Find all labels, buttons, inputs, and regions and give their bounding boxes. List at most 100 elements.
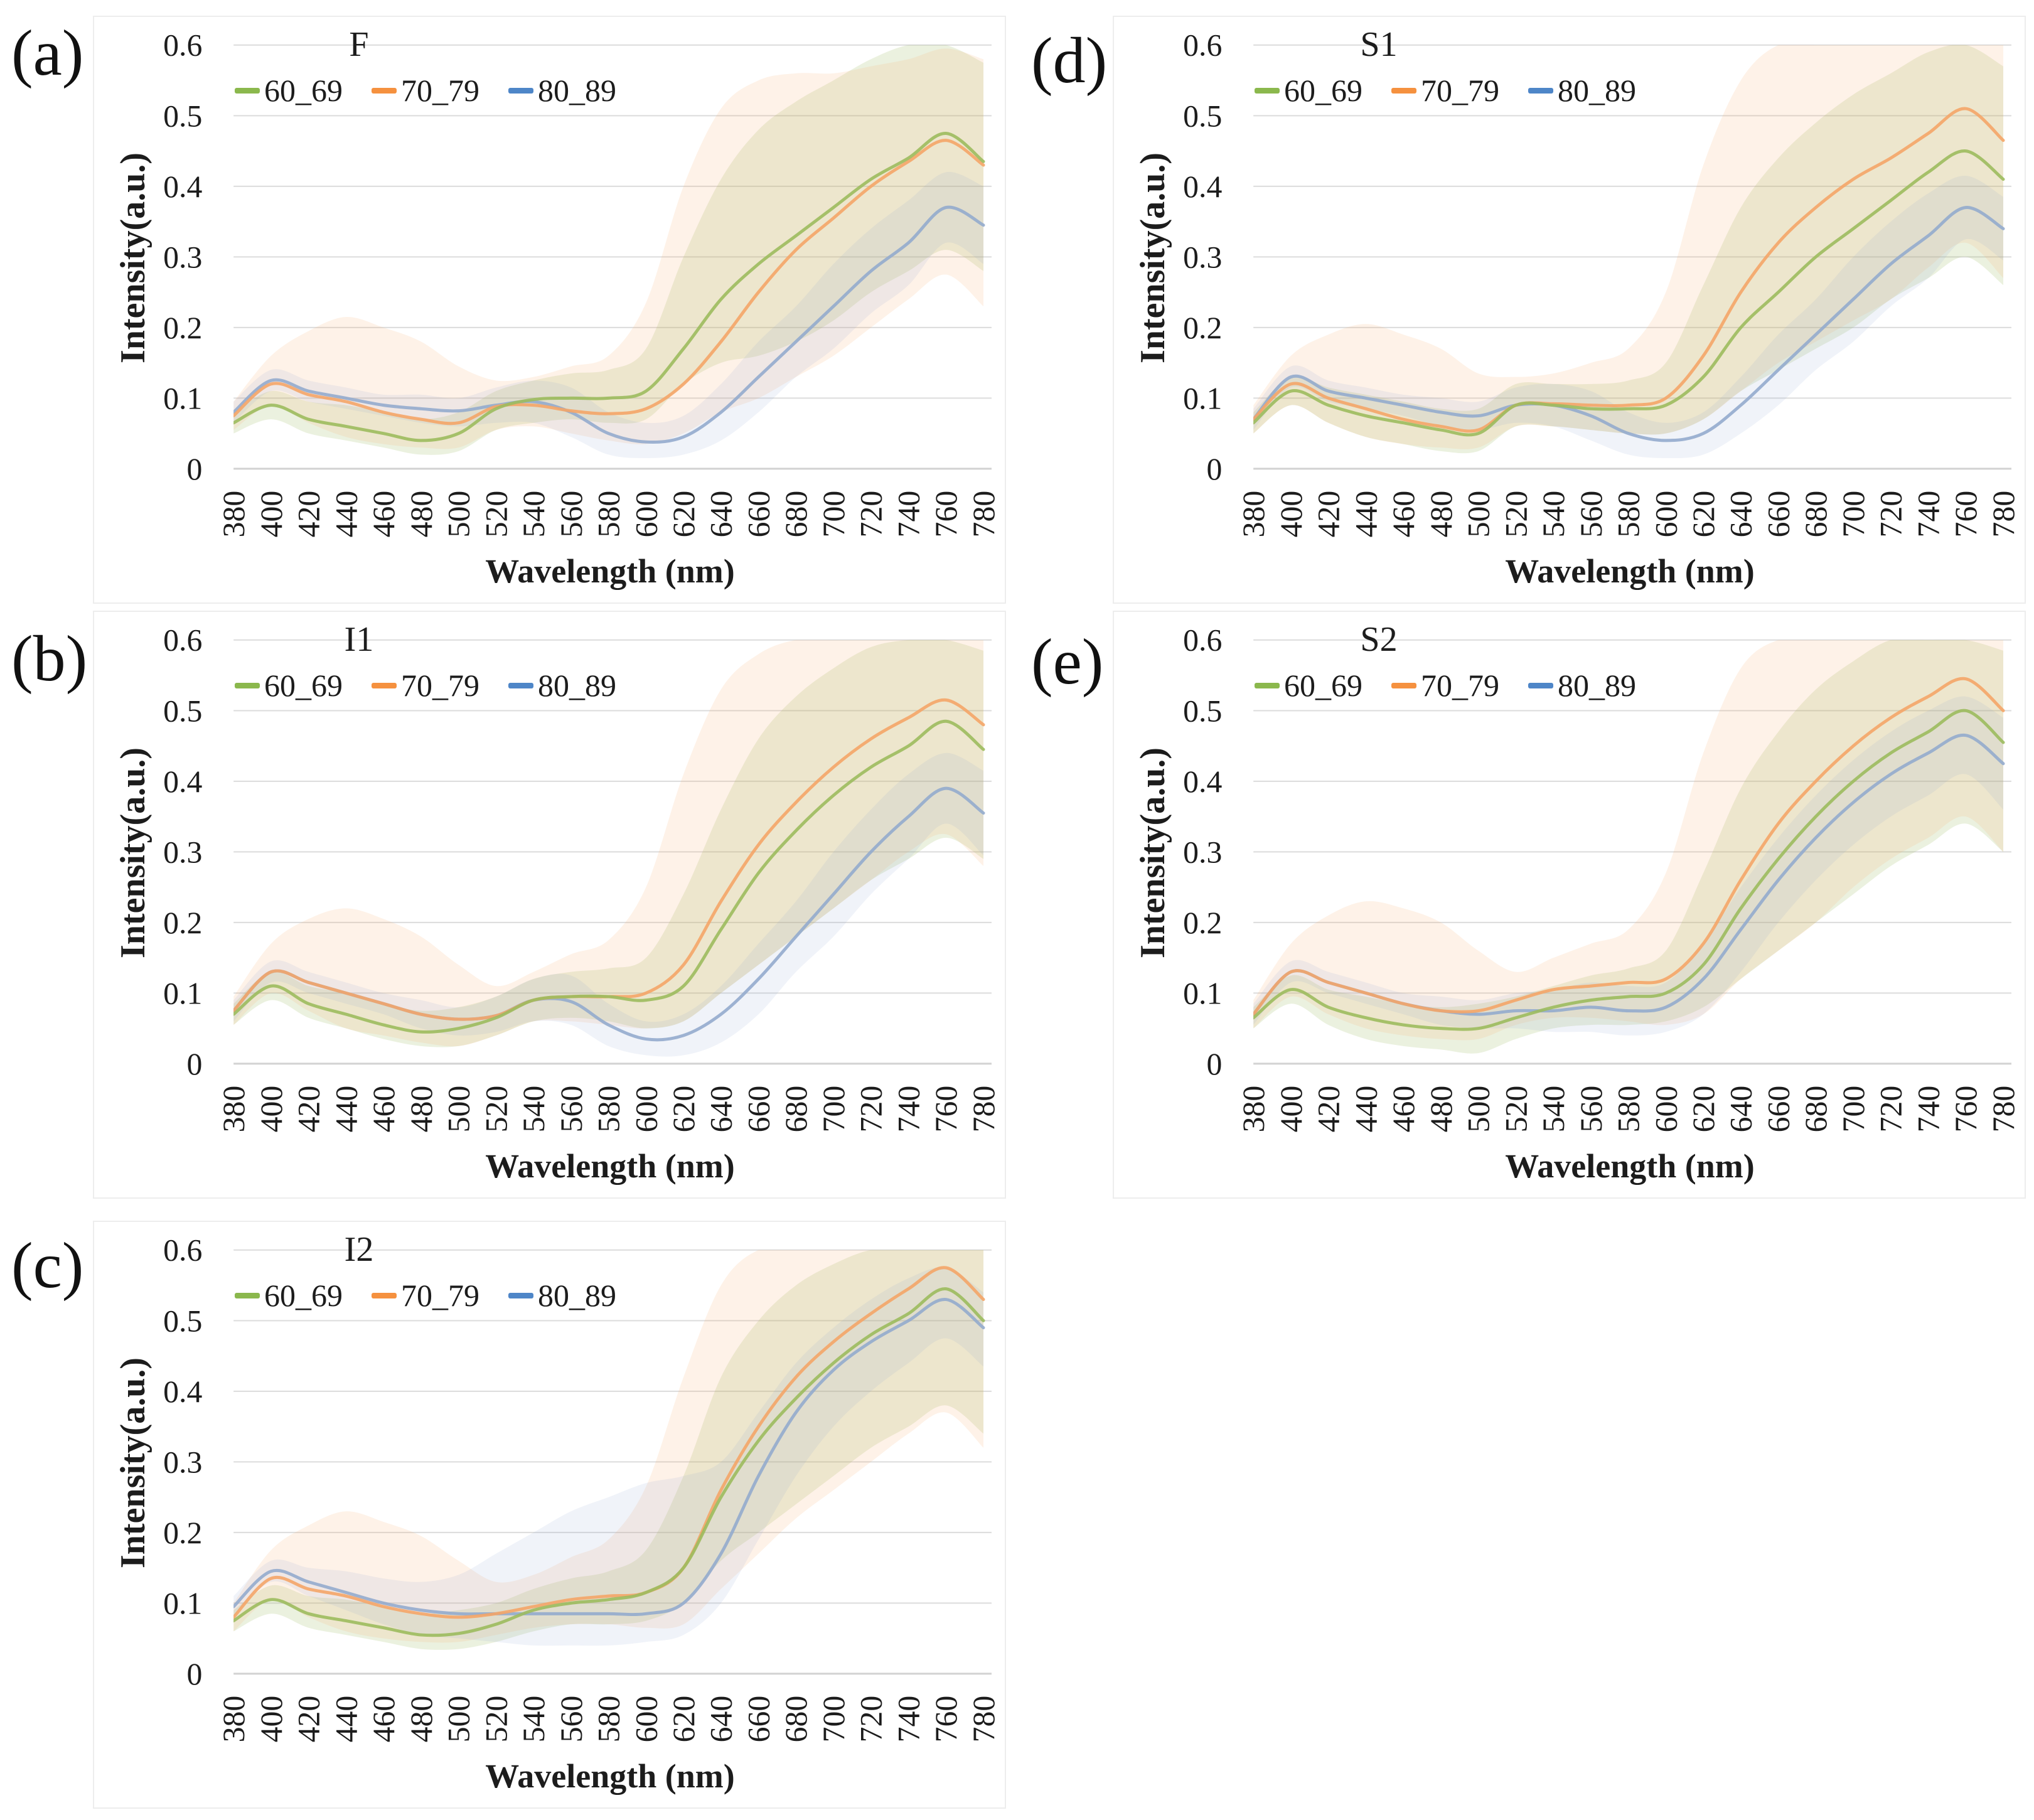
confidence-band-80_89 [233,1267,984,1646]
y-tick-label: 0.6 [1183,623,1222,658]
y-tick-label: 0.1 [163,381,202,415]
series-swatch-orange [1391,682,1416,688]
x-tick-label: 660 [1761,1086,1796,1133]
x-tick-label: 560 [1574,491,1608,538]
y-axis-title: Intensity(a.u.) [1133,747,1172,959]
legend-entry: 80_89 [1528,667,1636,704]
series-swatch-blue [508,682,533,688]
y-tick-label: 0.5 [163,1303,202,1338]
legend: 60_69 70_79 80_89 [235,1277,616,1314]
confidence-band-70_79 [233,1250,984,1643]
y-tick-label: 0.2 [1183,311,1222,345]
x-tick-label: 460 [367,1086,401,1133]
chart-panel-i2: 0 0.1 0.2 0.3 0.4 0.5 0.6 380 400 420 440 460 480 500… [93,1221,1006,1809]
series-line-70_79 [233,139,985,426]
x-tick-label: 760 [929,1086,963,1133]
x-tick-label: 620 [666,491,701,538]
y-tick-label: 0.3 [163,835,202,869]
series-line-80_89 [233,205,985,444]
x-tick-label: 540 [517,1086,551,1133]
x-axis-title: Wavelength (nm) [485,1147,735,1185]
x-tick-label: 680 [779,1696,813,1743]
confidence-band-60_69 [1253,640,2004,1054]
x-tick-label: 420 [292,1086,326,1133]
x-tick-label: 740 [891,491,926,538]
chart-panel-i1: 0 0.1 0.2 0.3 0.4 0.5 0.6 380 400 420 440 460 480 500… [93,611,1006,1199]
x-tick-label: 580 [1612,491,1646,538]
x-tick-label: 520 [479,1086,513,1133]
legend-label: 80_89 [1558,73,1636,108]
series-swatch-orange [372,682,397,688]
x-tick-label: 500 [442,1086,476,1133]
x-tick-label: 520 [1499,491,1533,538]
x-tick-label: 400 [254,1086,289,1133]
panel-label-d: (d) [1031,24,1108,97]
x-tick-label: 380 [1236,1086,1271,1133]
legend-entry: 60_69 [235,1277,343,1314]
x-tick-label: 720 [854,1086,889,1133]
y-tick-label: 0.5 [163,99,202,133]
x-tick-label: 440 [329,491,363,538]
series-swatch-blue [508,1292,533,1298]
series-swatch-blue [508,87,533,94]
x-tick-label: 460 [1386,491,1421,538]
x-tick-label: 640 [704,491,739,538]
x-tick-label: 700 [816,491,851,538]
legend-entry: 70_79 [1391,667,1499,704]
x-tick-label: 740 [891,1086,926,1133]
plot-area-svg: 0 0.1 0.2 0.3 0.4 0.5 0.6 380 400 420 440 460 480 500… [163,1233,1001,1743]
x-tick-label: 480 [1424,491,1459,538]
series-swatch-orange [372,87,397,94]
y-tick-label: 0 [1206,452,1222,486]
x-tick-label: 560 [554,1696,589,1743]
x-tick-label: 720 [854,491,889,538]
y-tick-label: 0.6 [163,28,202,63]
plot-area-svg: 0 0.1 0.2 0.3 0.4 0.5 0.6 380 400 420 440 460 480 500… [1183,623,2021,1133]
x-axis-title: Wavelength (nm) [485,1757,735,1795]
x-tick-label: 740 [891,1696,926,1743]
panel-label-a: (a) [11,17,84,89]
x-tick-label: 420 [292,491,326,538]
chart-panel-s1: 0 0.1 0.2 0.3 0.4 0.5 0.6 380 400 420 440 460 480 500… [1113,16,2026,604]
y-tick-label: 0.1 [1183,976,1222,1010]
x-tick-label: 660 [1761,491,1796,538]
x-tick-label: 680 [779,491,813,538]
legend-label: 70_79 [1421,668,1499,703]
x-tick-label: 380 [217,1696,251,1743]
plot-area-svg: 0 0.1 0.2 0.3 0.4 0.5 0.6 380 400 420 440 460 480 500… [1183,28,2021,538]
legend-entry: 70_79 [372,72,479,109]
y-axis-title: Intensity(a.u.) [114,1357,153,1569]
x-tick-label: 580 [592,491,626,538]
x-tick-label: 640 [1724,1086,1758,1133]
y-axis-title: Intensity(a.u.) [114,152,153,364]
x-axis-title: Wavelength (nm) [1505,1147,1755,1185]
x-tick-label: 720 [854,1696,889,1743]
x-tick-label: 420 [1312,1086,1346,1133]
x-tick-label: 700 [816,1086,851,1133]
x-tick-label: 600 [629,491,663,538]
x-tick-label: 380 [217,1086,251,1133]
series-swatch-green [1255,87,1280,94]
legend-label: 60_69 [1284,668,1362,703]
x-axis-title: Wavelength (nm) [485,552,735,590]
series-swatch-green [235,682,260,688]
x-tick-label: 780 [1986,1086,2021,1133]
confidence-band-70_79 [1253,45,2004,449]
chart-panel-f: 0 0.1 0.2 0.3 0.4 0.5 0.6 380 400 420 440 460 480 500… [93,16,1006,604]
legend-label: 60_69 [264,668,343,703]
y-tick-label: 0.4 [1183,764,1222,799]
y-tick-label: 0.6 [163,1233,202,1268]
x-tick-label: 540 [517,1696,551,1743]
confidence-band-80_89 [233,171,984,458]
legend-label: 80_89 [538,668,616,703]
legend-label: 70_79 [401,1278,479,1313]
panel-label-c: (c) [11,1229,84,1302]
x-tick-label: 760 [1949,1086,1983,1133]
x-tick-label: 580 [592,1696,626,1743]
legend-entry: 70_79 [1391,72,1499,109]
y-tick-label: 0.1 [1183,381,1222,415]
legend-label: 60_69 [264,73,343,108]
x-tick-label: 480 [404,1696,439,1743]
chart-panel-s2: 0 0.1 0.2 0.3 0.4 0.5 0.6 380 400 420 440 460 480 500… [1113,611,2026,1199]
